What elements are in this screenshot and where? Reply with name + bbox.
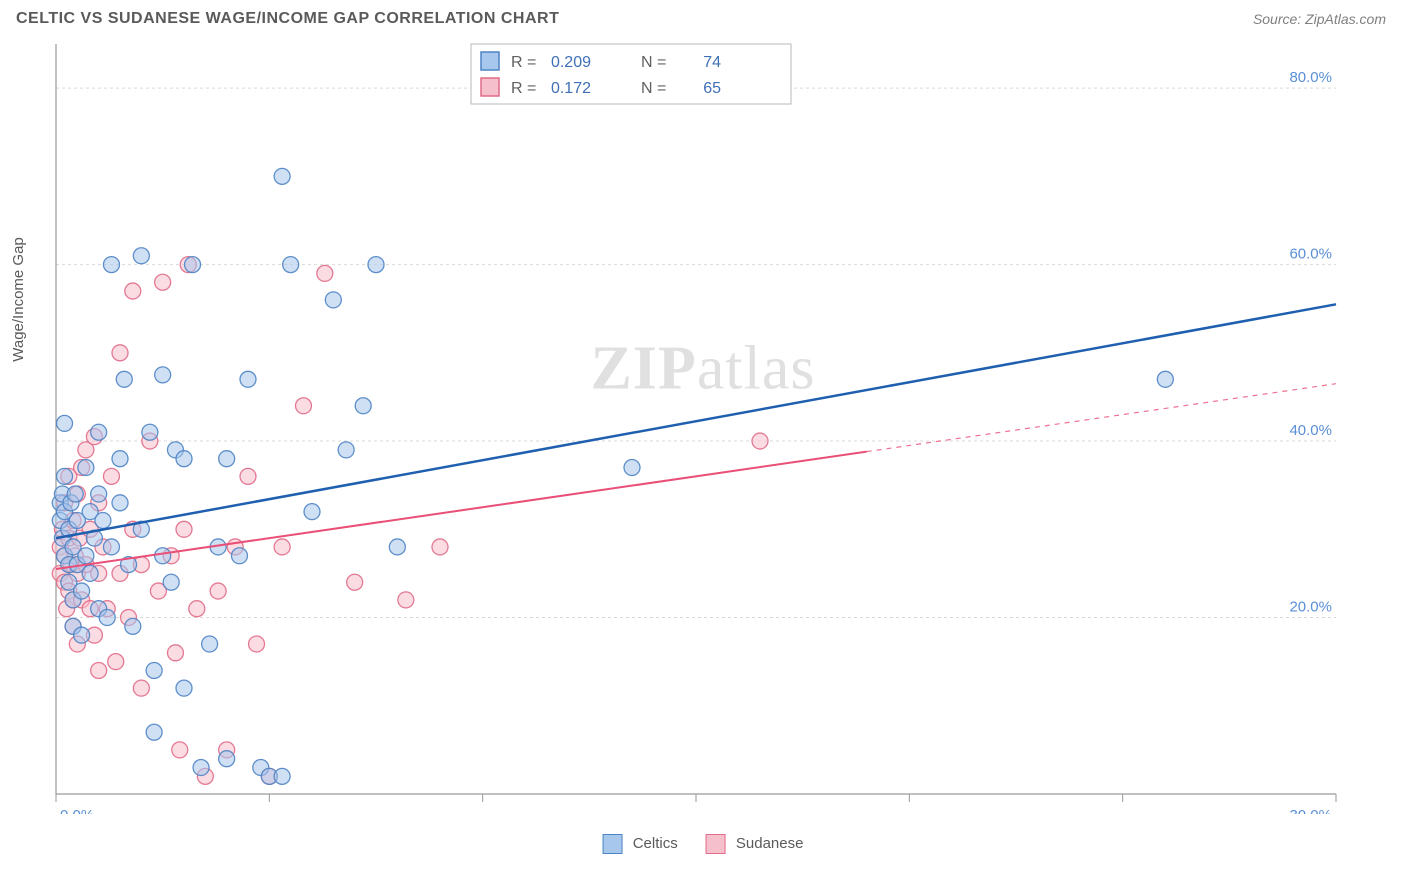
footer-legend: Celtics Sudanese — [603, 834, 804, 854]
legend-item-celtics: Celtics — [603, 834, 678, 854]
chart-title: CELTIC VS SUDANESE WAGE/INCOME GAP CORRE… — [16, 10, 559, 28]
svg-text:N =: N = — [641, 54, 666, 71]
legend-swatch-sudanese — [706, 834, 726, 854]
svg-text:30.0%: 30.0% — [1289, 807, 1332, 814]
svg-text:74: 74 — [703, 54, 721, 71]
scatter-chart: 20.0% 40.0% 60.0% 80.0% 0.0% 30.0% R = 0.209 N =… — [16, 34, 1356, 814]
svg-text:60.0%: 60.0% — [1289, 246, 1332, 263]
svg-text:N =: N = — [641, 80, 666, 97]
legend-item-sudanese: Sudanese — [706, 834, 804, 854]
legend-swatch-celtics — [603, 834, 623, 854]
svg-text:40.0%: 40.0% — [1289, 422, 1332, 439]
svg-text:65: 65 — [703, 80, 721, 97]
svg-text:80.0%: 80.0% — [1289, 69, 1332, 86]
svg-text:0.0%: 0.0% — [60, 807, 94, 814]
y-axis-label: Wage/Income Gap — [10, 237, 27, 362]
svg-text:R =: R = — [511, 80, 536, 97]
svg-text:R =: R = — [511, 54, 536, 71]
chart-area: Wage/Income Gap 20.0%40.0%60.0%80.0%0.0%… — [16, 34, 1390, 814]
svg-text:0.172: 0.172 — [551, 80, 591, 97]
svg-text:0.209: 0.209 — [551, 54, 591, 71]
legend-label-sudanese: Sudanese — [736, 835, 804, 852]
legend-label-celtics: Celtics — [633, 835, 678, 852]
chart-source: Source: ZipAtlas.com — [1253, 11, 1386, 27]
svg-text:20.0%: 20.0% — [1289, 599, 1332, 616]
chart-header: CELTIC VS SUDANESE WAGE/INCOME GAP CORRE… — [0, 0, 1406, 34]
